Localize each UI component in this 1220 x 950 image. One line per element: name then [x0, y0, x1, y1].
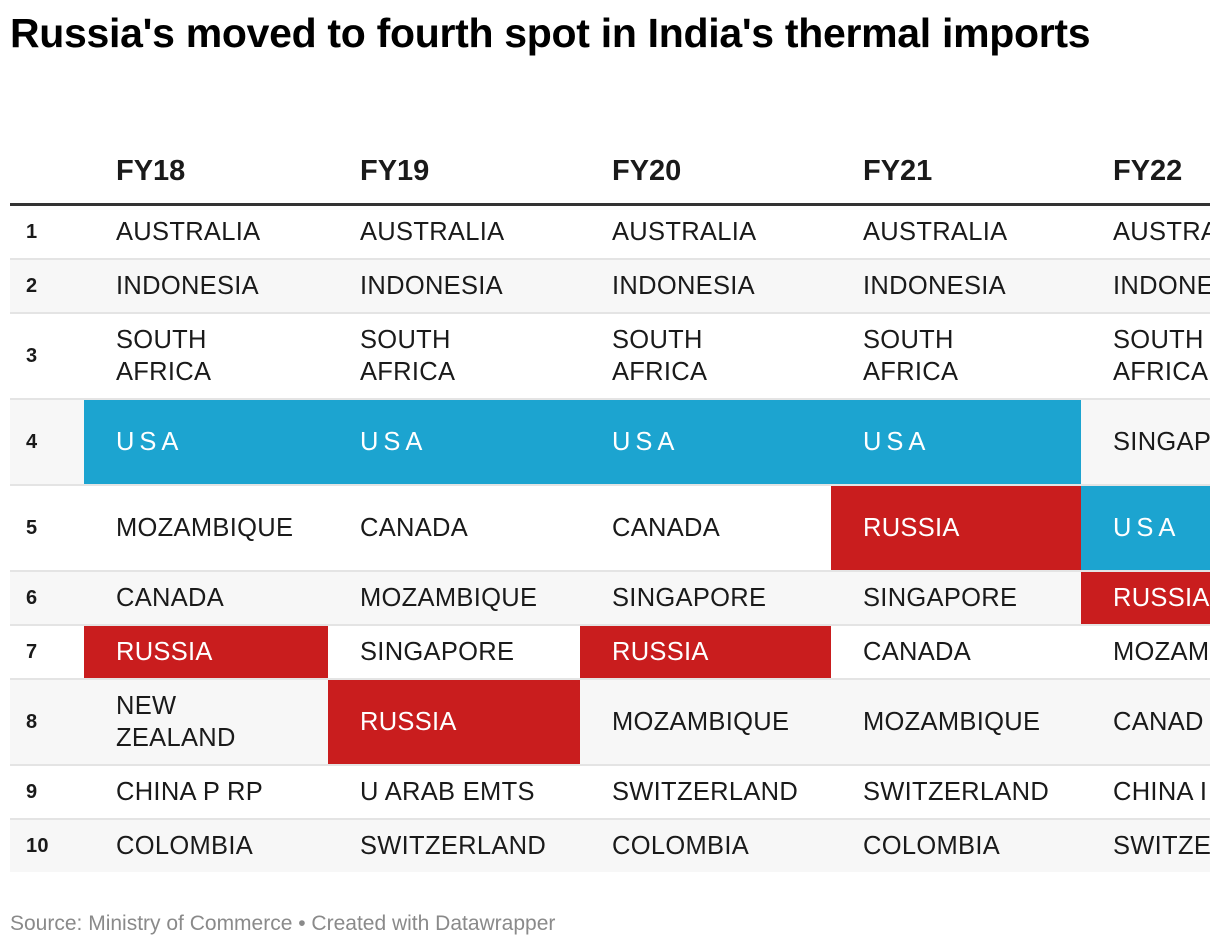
table-row: 4 USA USA USA USA SINGAP	[10, 399, 1210, 486]
country-cell-fy19: U ARAB EMTS	[328, 765, 580, 820]
country-cell-fy18: AUSTRALIA	[84, 204, 328, 260]
column-header-fy20: FY20	[580, 140, 831, 206]
country-cell-fy18: SOUTH AFRICA	[84, 313, 328, 400]
country-cell-fy19: MOZAMBIQUE	[328, 571, 580, 626]
country-cell-fy22: USA	[1081, 485, 1210, 572]
country-cell-fy21: USA	[831, 399, 1081, 486]
rank-column-header	[10, 140, 84, 206]
country-cell-fy19: SWITZERLAND	[328, 819, 580, 872]
source-note: Source: Ministry of Commerce • Created w…	[10, 912, 556, 935]
country-cell-fy20: SOUTH AFRICA	[580, 313, 831, 400]
country-cell-fy20: SINGAPORE	[580, 571, 831, 626]
country-cell-fy19: SOUTH AFRICA	[328, 313, 580, 400]
country-cell-fy20: USA	[580, 399, 831, 486]
country-cell-fy21: MOZAMBIQUE	[831, 679, 1081, 766]
country-cell-fy19: RUSSIA	[328, 679, 580, 766]
country-cell-fy20: SWITZERLAND	[580, 765, 831, 820]
country-cell-fy22: CHINA I	[1081, 765, 1210, 820]
country-cell-fy21: COLOMBIA	[831, 819, 1081, 872]
country-cell-fy21: RUSSIA	[831, 485, 1081, 572]
country-cell-fy18: CANADA	[84, 571, 328, 626]
country-cell-fy21: SWITZERLAND	[831, 765, 1081, 820]
country-cell-fy19: CANADA	[328, 485, 580, 572]
table-row: 2 INDONESIA INDONESIA INDONESIA INDONESIA IND…	[10, 259, 1210, 314]
country-cell-fy18: MOZAMBIQUE	[84, 485, 328, 572]
table-row: 7 RUSSIA SINGAPORE RUSSIA CANADA MOZAM	[10, 625, 1210, 680]
header-row: FY18 FY19 FY20 FY21 FY22	[10, 140, 1210, 206]
chart-title: Russia's moved to fourth spot in India's…	[10, 10, 1091, 56]
column-header-fy18: FY18	[84, 140, 328, 206]
country-cell-fy21: SINGAPORE	[831, 571, 1081, 626]
rank-cell: 7	[10, 625, 84, 680]
table-body: 1 AUSTRALIA AUSTRALIA AUSTRALIA AUSTRALIA AUS…	[10, 204, 1210, 872]
rank-cell: 5	[10, 485, 84, 572]
table-row: 3 SOUTH AFRICA SOUTH AFRICA SOUTH AFRICA SOUTH A…	[10, 313, 1210, 400]
country-cell-fy19: SINGAPORE	[328, 625, 580, 680]
country-cell-fy22: RUSSIA	[1081, 571, 1210, 626]
country-cell-fy20: RUSSIA	[580, 625, 831, 680]
table-row: 5 MOZAMBIQUE CANADA CANADA RUSSIA USA	[10, 485, 1210, 572]
country-cell-fy21: CANADA	[831, 625, 1081, 680]
country-cell-fy18: COLOMBIA	[84, 819, 328, 872]
country-cell-fy20: INDONESIA	[580, 259, 831, 314]
country-cell-fy22: SINGAP	[1081, 399, 1210, 486]
column-header-fy22: FY22	[1081, 140, 1210, 206]
column-header-fy21: FY21	[831, 140, 1081, 206]
column-header-fy19: FY19	[328, 140, 580, 206]
country-cell-fy21: INDONESIA	[831, 259, 1081, 314]
country-cell-fy22: SWITZE	[1081, 819, 1210, 872]
rank-cell: 2	[10, 259, 84, 314]
rank-cell: 9	[10, 765, 84, 820]
country-cell-fy22: AUSTRA	[1081, 204, 1210, 260]
country-cell-fy18: INDONESIA	[84, 259, 328, 314]
rankings-table-container: FY18 FY19 FY20 FY21 FY22 1 AUSTRALIA AUSTR…	[10, 140, 1210, 872]
rank-cell: 8	[10, 679, 84, 766]
country-cell-fy22: INDONE	[1081, 259, 1210, 314]
rankings-table: FY18 FY19 FY20 FY21 FY22 1 AUSTRALIA AUSTR…	[10, 140, 1210, 872]
country-cell-fy18: CHINA P RP	[84, 765, 328, 820]
table-row: 8 NEW ZEALAND RUSSIA MOZAMBIQUE MOZAMBIQUE CAN…	[10, 679, 1210, 766]
country-cell-fy18: USA	[84, 399, 328, 486]
rank-cell: 3	[10, 313, 84, 400]
country-cell-fy20: CANADA	[580, 485, 831, 572]
country-cell-fy22: MOZAM	[1081, 625, 1210, 680]
country-cell-fy20: COLOMBIA	[580, 819, 831, 872]
country-cell-fy21: AUSTRALIA	[831, 204, 1081, 260]
rank-cell: 4	[10, 399, 84, 486]
table-row: 6 CANADA MOZAMBIQUE SINGAPORE SINGAPORE RUSSI…	[10, 571, 1210, 626]
country-cell-fy22: CANAD	[1081, 679, 1210, 766]
country-cell-fy19: INDONESIA	[328, 259, 580, 314]
country-cell-fy22: SOUTH AFRICA	[1081, 313, 1210, 400]
country-cell-fy18: NEW ZEALAND	[84, 679, 328, 766]
country-cell-fy19: AUSTRALIA	[328, 204, 580, 260]
country-cell-fy18: RUSSIA	[84, 625, 328, 680]
rank-cell: 1	[10, 204, 84, 260]
country-cell-fy21: SOUTH AFRICA	[831, 313, 1081, 400]
table-row: 9 CHINA P RP U ARAB EMTS SWITZERLAND SWITZER…	[10, 765, 1210, 820]
table-row: 1 AUSTRALIA AUSTRALIA AUSTRALIA AUSTRALIA AUS…	[10, 204, 1210, 260]
table-row: 10 COLOMBIA SWITZERLAND COLOMBIA COLOMBIA SWI…	[10, 819, 1210, 872]
rank-cell: 6	[10, 571, 84, 626]
rank-cell: 10	[10, 819, 84, 872]
country-cell-fy20: MOZAMBIQUE	[580, 679, 831, 766]
country-cell-fy20: AUSTRALIA	[580, 204, 831, 260]
country-cell-fy19: USA	[328, 399, 580, 486]
